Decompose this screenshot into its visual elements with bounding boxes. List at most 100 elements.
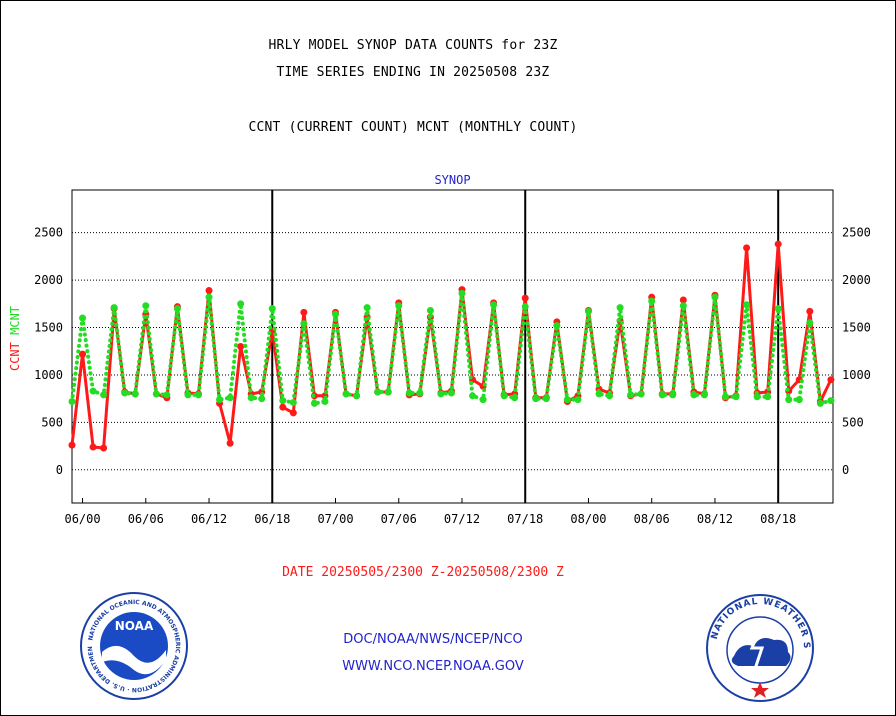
data-point-mcnt xyxy=(100,391,108,399)
data-point-mcnt xyxy=(584,307,592,315)
data-point-mcnt xyxy=(627,391,635,399)
x-tick-label: 07/18 xyxy=(507,512,543,526)
data-point-mcnt xyxy=(595,390,603,398)
data-point-mcnt xyxy=(795,396,803,404)
data-point-mcnt xyxy=(511,394,519,402)
data-point-mcnt xyxy=(152,390,160,398)
data-point-mcnt xyxy=(721,393,729,401)
data-point-mcnt xyxy=(827,397,835,405)
data-point-mcnt xyxy=(289,398,297,406)
x-tick-label: 07/00 xyxy=(317,512,353,526)
data-point-mcnt xyxy=(205,293,213,301)
data-point-ccnt xyxy=(289,409,297,417)
data-point-mcnt xyxy=(458,289,466,297)
data-point-mcnt xyxy=(342,390,350,398)
y-axis-label-mcnt: MCNT xyxy=(8,306,22,342)
y-tick-label-left: 2000 xyxy=(34,273,63,287)
plot-title: SYNOP xyxy=(434,173,470,187)
data-point-ccnt xyxy=(79,350,87,358)
data-point-mcnt xyxy=(321,398,329,406)
data-point-mcnt xyxy=(574,396,582,404)
data-point-mcnt xyxy=(469,392,477,400)
y-axis-label: CCNT MCNT xyxy=(8,306,22,371)
x-tick-label: 06/18 xyxy=(254,512,290,526)
data-point-ccnt xyxy=(827,376,835,384)
data-point-mcnt xyxy=(247,394,255,402)
data-point-mcnt xyxy=(753,393,761,401)
x-tick-label: 08/18 xyxy=(760,512,796,526)
x-tick-label: 06/12 xyxy=(191,512,227,526)
data-point-ccnt xyxy=(774,240,782,248)
data-point-mcnt xyxy=(110,304,118,312)
data-point-mcnt xyxy=(310,399,318,407)
data-point-mcnt xyxy=(142,302,150,310)
data-point-mcnt xyxy=(700,391,708,399)
data-point-mcnt xyxy=(258,395,266,403)
chart-title-line2: TIME SERIES ENDING IN 20250508 23Z xyxy=(276,65,550,80)
data-point-mcnt xyxy=(542,395,550,403)
series-line-ccnt xyxy=(70,242,833,450)
x-tick-label: 07/12 xyxy=(444,512,480,526)
data-point-mcnt xyxy=(79,314,87,322)
data-point-mcnt xyxy=(521,303,529,311)
data-point-mcnt xyxy=(216,396,224,404)
data-point-mcnt xyxy=(374,388,382,396)
data-point-mcnt xyxy=(131,390,139,398)
data-point-mcnt xyxy=(194,391,202,399)
data-point-mcnt xyxy=(637,390,645,398)
national-weather-service-logo: NATIONAL WEATHER SERVICE xyxy=(704,592,814,702)
y-tick-label-right: 2500 xyxy=(842,226,871,240)
data-point-mcnt xyxy=(184,391,192,399)
data-point-mcnt xyxy=(173,305,181,313)
data-point-mcnt xyxy=(532,395,540,403)
x-tick-label: 06/06 xyxy=(128,512,164,526)
data-point-mcnt xyxy=(816,399,824,407)
data-point-mcnt xyxy=(785,396,793,404)
data-point-mcnt xyxy=(553,322,561,330)
data-point-mcnt xyxy=(500,392,508,400)
y-axis-label-ccnt: CCNT xyxy=(8,342,22,371)
data-point-ccnt xyxy=(300,308,308,316)
data-point-mcnt xyxy=(416,389,424,397)
data-point-ccnt xyxy=(226,439,234,447)
data-point-ccnt xyxy=(68,441,76,449)
y-tick-label-right: 500 xyxy=(842,415,864,429)
data-point-mcnt xyxy=(353,392,361,400)
data-point-mcnt xyxy=(332,310,340,318)
data-point-ccnt xyxy=(237,343,245,350)
x-tick-label: 06/00 xyxy=(64,512,100,526)
data-point-ccnt xyxy=(89,443,97,451)
y-tick-label-right: 1000 xyxy=(842,368,871,382)
data-point-ccnt xyxy=(806,307,814,315)
y-tick-label-right: 2000 xyxy=(842,273,871,287)
nco-website-link[interactable]: WWW.NCO.NCEP.NOAA.GOV xyxy=(342,659,524,674)
data-point-mcnt xyxy=(764,393,772,401)
data-point-mcnt xyxy=(268,305,276,313)
y-tick-label-left: 2500 xyxy=(34,226,63,240)
data-point-mcnt xyxy=(363,304,371,312)
data-point-ccnt xyxy=(279,403,287,411)
data-point-mcnt xyxy=(479,396,487,404)
noaa-logo: NATIONAL OCEANIC AND ATMOSPHERIC ADMINIS… xyxy=(78,590,188,700)
data-point-mcnt xyxy=(732,393,740,401)
data-point-mcnt xyxy=(395,302,403,310)
data-point-mcnt xyxy=(237,300,245,308)
doc-noaa-link[interactable]: DOC/NOAA/NWS/NCEP/NCO xyxy=(343,632,523,647)
data-point-mcnt xyxy=(743,301,751,309)
y-tick-label-left: 1000 xyxy=(34,368,63,382)
svg-text:NOAA: NOAA xyxy=(115,619,154,633)
data-point-mcnt xyxy=(711,293,719,301)
chart-title-line1: HRLY MODEL SYNOP DATA COUNTS for 23Z xyxy=(268,38,558,53)
data-point-mcnt xyxy=(616,304,624,312)
data-point-mcnt xyxy=(679,302,687,310)
data-point-ccnt xyxy=(100,444,108,452)
x-tick-label: 08/00 xyxy=(570,512,606,526)
data-point-mcnt xyxy=(490,301,498,309)
data-point-mcnt xyxy=(690,391,698,399)
data-point-mcnt xyxy=(606,392,614,400)
data-point-ccnt xyxy=(521,294,529,302)
data-point-mcnt xyxy=(68,398,76,406)
data-point-mcnt xyxy=(658,391,666,399)
data-point-mcnt xyxy=(648,297,656,305)
